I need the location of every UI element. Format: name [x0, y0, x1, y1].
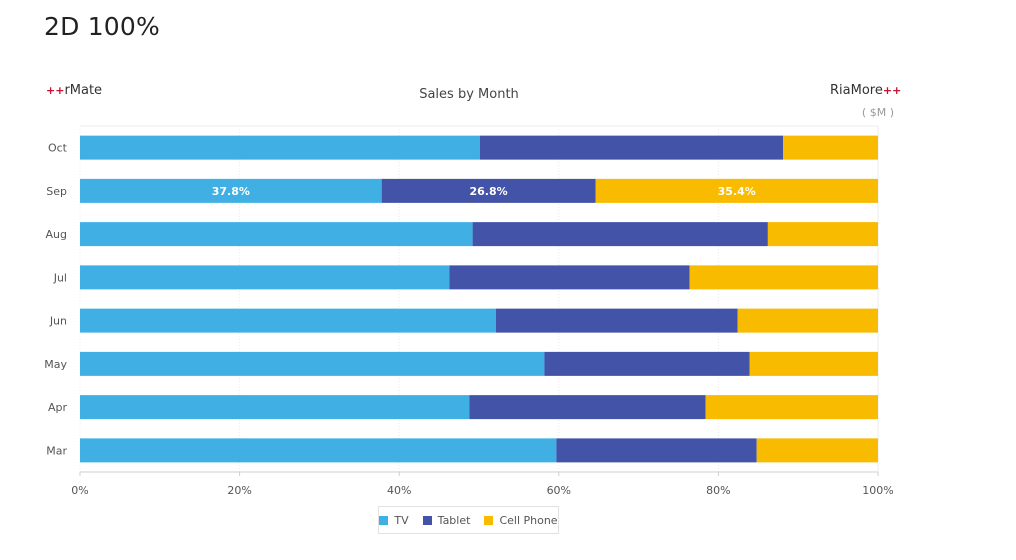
bar-jun-tv: [80, 308, 496, 333]
brand-left-text: rMate: [64, 83, 103, 98]
bar-jul-cell-phone: [689, 265, 878, 290]
bar-jun-tablet: [495, 308, 738, 333]
y-tick-label: Jun: [49, 315, 67, 328]
y-tick-label: May: [44, 358, 67, 371]
bar-mar-tablet: [556, 438, 757, 463]
bar-jul-tablet: [449, 265, 690, 290]
x-tick-label: 40%: [387, 484, 411, 497]
bar-apr-cell-phone: [705, 395, 878, 420]
data-label: 37.8%: [212, 185, 250, 198]
data-label: 35.4%: [718, 185, 756, 198]
legend-label: TV: [394, 513, 409, 527]
bar-aug-cell-phone: [767, 222, 878, 247]
bar-oct-tv: [80, 135, 480, 160]
data-label: 26.8%: [469, 185, 507, 198]
legend-swatch: [379, 515, 389, 525]
brand-logo-right: RiaMore++: [830, 83, 901, 98]
bar-sep-tv: [80, 178, 382, 203]
y-tick-label: Apr: [48, 401, 68, 414]
page-title: 2D 100%: [44, 12, 160, 41]
unit-label: ( $M ): [861, 106, 894, 119]
bar-aug-tablet: [472, 222, 768, 247]
bar-apr-tv: [80, 395, 470, 420]
bar-jun-cell-phone: [737, 308, 878, 333]
y-tick-label: Sep: [46, 185, 67, 198]
x-tick-label: 0%: [71, 484, 88, 497]
y-tick-label: Oct: [48, 142, 68, 155]
legend-label: Tablet: [437, 513, 471, 527]
brand-left-plus: +: [46, 84, 56, 97]
brand-right-text: RiaMore: [830, 83, 883, 98]
bar-apr-tablet: [469, 395, 706, 420]
x-tick-label: 80%: [706, 484, 730, 497]
legend-item: Tablet: [422, 513, 471, 527]
bar-may-tablet: [544, 351, 750, 376]
bar-mar-tv: [80, 438, 557, 463]
x-tick-label: 60%: [547, 484, 571, 497]
legend-swatch: [484, 515, 494, 525]
brand-logo-left: ++rMate: [46, 83, 102, 98]
legend-item: Cell Phone: [484, 513, 558, 527]
legend-item: TV: [379, 513, 409, 527]
bar-may-tv: [80, 351, 545, 376]
brand-right-plus: +: [882, 84, 893, 97]
chart-legend: TV Tablet Cell Phone: [378, 506, 559, 534]
bar-aug-tv: [80, 222, 473, 247]
y-tick-label: Jul: [53, 271, 67, 284]
x-tick-label: 100%: [862, 484, 893, 497]
x-tick-label: 20%: [227, 484, 251, 497]
bar-mar-cell-phone: [756, 438, 878, 463]
legend-label: Cell Phone: [499, 513, 558, 527]
bar-oct-tablet: [479, 135, 784, 160]
y-tick-label: Mar: [46, 444, 67, 457]
bar-may-cell-phone: [749, 351, 878, 376]
bar-sep-tablet: [381, 178, 596, 203]
legend-swatch: [422, 515, 432, 525]
chart-title: Sales by Month: [419, 87, 519, 102]
bar-oct-cell-phone: [783, 135, 878, 160]
bar-sep-cell-phone: [595, 178, 878, 203]
brand-right-plus-2: +: [892, 84, 902, 97]
brand-left-plus-2: +: [55, 84, 65, 97]
y-tick-label: Aug: [46, 228, 67, 241]
bar-jul-tv: [80, 265, 450, 290]
